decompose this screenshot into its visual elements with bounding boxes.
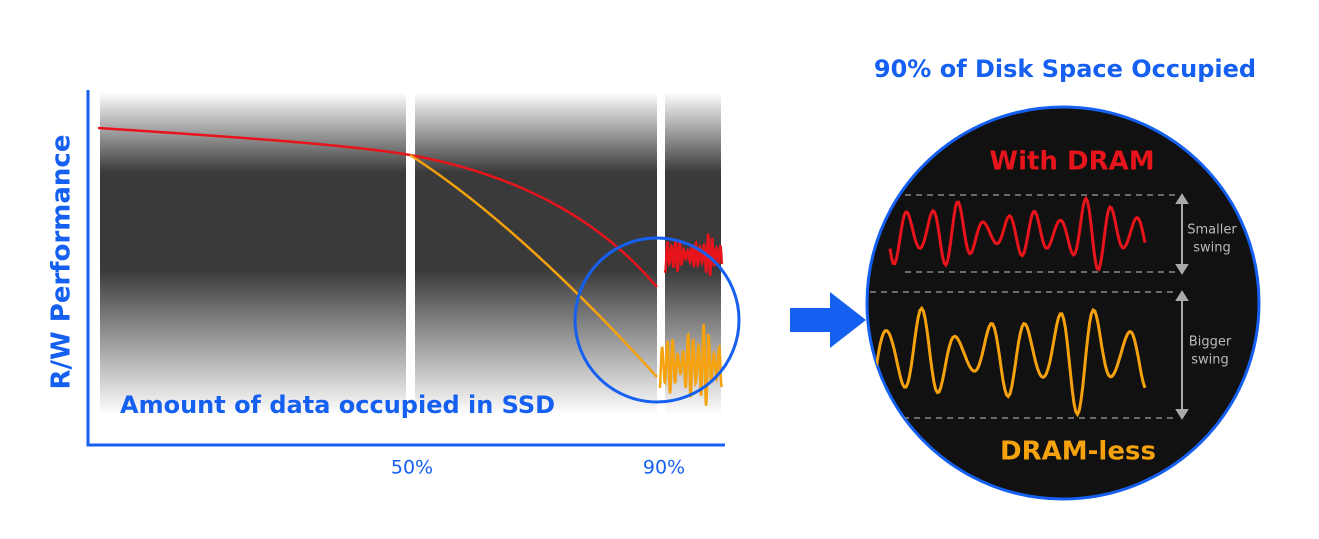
- zoom-content: [867, 193, 1189, 420]
- bottom-label: DRAM-less: [1000, 437, 1156, 467]
- zoom-title: 90% of Disk Space Occupied: [874, 55, 1256, 83]
- axes: [86, 90, 725, 447]
- arrow: [790, 292, 866, 348]
- x-axis-label: Amount of data occupied in SSD: [120, 391, 555, 419]
- background-bands: [100, 92, 721, 415]
- note: swing: [1193, 241, 1231, 256]
- wave-dram-less: [867, 305, 1147, 418]
- noise-with-dram: [663, 233, 724, 277]
- top-label: With DRAM: [989, 147, 1154, 177]
- y-axis-label: R/W Performance: [47, 135, 77, 390]
- note: swing: [1191, 353, 1229, 368]
- tick-label: 90%: [643, 457, 685, 479]
- wave-with-dram: [888, 195, 1147, 272]
- zoom-circle: [865, 105, 1261, 501]
- tick-label: 50%: [391, 457, 433, 479]
- note: Bigger: [1189, 335, 1232, 350]
- curve-dram-less: [409, 153, 658, 378]
- note: Smaller: [1187, 223, 1237, 238]
- magnifier: [573, 236, 741, 404]
